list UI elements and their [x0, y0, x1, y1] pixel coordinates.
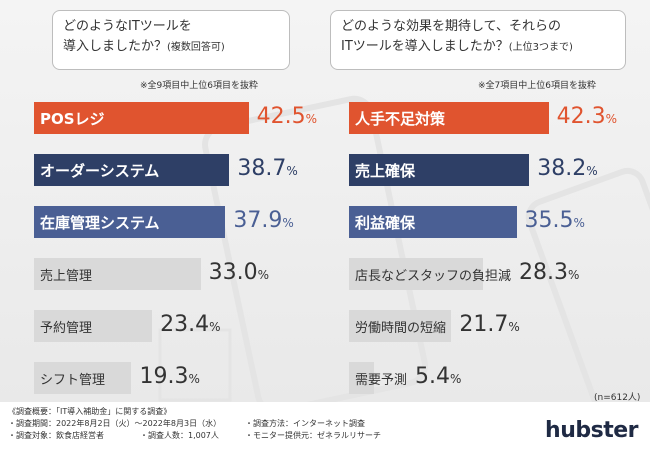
footer-overview: 《調査概要：「IT導入補助金」に関する調査》	[8, 407, 172, 416]
footer-provider: ・モニター提供元：ゼネラルリサーチ	[245, 431, 381, 440]
value-label: 28.3%	[519, 260, 579, 285]
value-number: 23.4	[160, 312, 210, 337]
value-unit: %	[586, 164, 598, 178]
bar-label: シフト管理	[40, 372, 106, 388]
value-label: 23.4%	[160, 312, 220, 337]
bar-right-5: 需要予測	[349, 362, 407, 394]
bar-label: 店長などスタッフの負担減	[355, 268, 512, 284]
value-number: 42.3	[556, 104, 606, 129]
value-unit: %	[282, 216, 294, 230]
right-question-qualifier: (上位3つまで)	[508, 42, 573, 53]
left-question-line1: どのようなITツールを	[63, 19, 192, 34]
bar-left-2: 在庫管理システム	[34, 206, 226, 238]
value-label: 42.3%	[557, 104, 617, 129]
value-number: 21.7	[459, 312, 509, 337]
footer-period: ・調査期間：2022年8月2日（火）～2022年8月3日（水）	[8, 419, 222, 428]
bar-label: 利益確保	[355, 213, 416, 232]
value-unit: %	[286, 164, 298, 178]
right-question-line1: どのような効果を期待して、それらの	[341, 19, 561, 34]
value-unit: %	[305, 112, 318, 126]
value-unit: %	[188, 372, 200, 386]
value-number: 37.9	[233, 208, 283, 233]
value-number: 38.2	[537, 156, 587, 181]
bar-right-2: 利益確保	[349, 206, 517, 238]
chart-panel: どのようなITツールを 導入しましたか？(複数回答可) ※全9項目中上位6項目を…	[0, 0, 650, 402]
bar-label: 人手不足対策	[355, 109, 446, 128]
value-label: 42.5%	[257, 104, 317, 129]
value-number: 35.5	[524, 208, 574, 233]
bar-left-3: 売上管理	[34, 258, 201, 290]
value-label: 37.9%	[233, 208, 293, 233]
right-question-box: どのような効果を期待して、それらの ITツールを導入しましたか？(上位3つまで)	[330, 10, 626, 70]
value-label: 5.4%	[415, 364, 461, 389]
value-unit: %	[605, 112, 618, 126]
value-number: 5.4	[415, 364, 451, 389]
value-label: 21.7%	[459, 312, 519, 337]
value-number: 42.5	[256, 104, 306, 129]
value-unit: %	[573, 216, 585, 230]
value-label: 35.5%	[525, 208, 585, 233]
right-note: ※全7項目中上位6項目を抜粋	[478, 81, 596, 91]
bar-label: 在庫管理システム	[40, 213, 160, 232]
left-question-box: どのようなITツールを 導入しましたか？(複数回答可)	[52, 10, 290, 70]
footer-target: ・調査対象：飲食店経営者	[8, 431, 104, 440]
bar-left-4: 予約管理	[34, 310, 153, 342]
value-unit: %	[508, 320, 520, 334]
bar-right-3: 店長などスタッフの負担減	[349, 258, 511, 290]
bar-label: POSレジ	[40, 109, 105, 128]
value-label: 33.0%	[209, 260, 269, 285]
footer-count: ・調査人数：1,007人	[140, 431, 219, 440]
value-number: 38.7	[237, 156, 287, 181]
bar-label: 売上管理	[40, 268, 93, 284]
bar-left-1: オーダーシステム	[34, 154, 230, 186]
bar-label: 予約管理	[40, 320, 93, 336]
value-unit: %	[568, 268, 580, 282]
bar-label: 売上確保	[355, 161, 416, 180]
value-number: 33.0	[208, 260, 258, 285]
left-question-line2: 導入しましたか？(複数回答可)	[63, 39, 225, 54]
sample-size-note: (n=612人)	[594, 393, 641, 402]
bar-right-4: 労働時間の短縮	[349, 310, 452, 342]
bar-right-0: 人手不足対策	[349, 102, 549, 134]
value-number: 19.3	[139, 364, 189, 389]
value-unit: %	[209, 320, 221, 334]
footer-method: ・調査方法：インターネット調査	[245, 419, 365, 428]
footer: 《調査概要：「IT導入補助金」に関する調査》 ・調査期間：2022年8月2日（火…	[0, 402, 650, 450]
value-unit: %	[450, 372, 462, 386]
hubster-logo: hubster	[545, 418, 638, 443]
value-label: 38.2%	[537, 156, 597, 181]
bar-label: オーダーシステム	[40, 161, 160, 180]
value-label: 19.3%	[139, 364, 199, 389]
bar-left-5: シフト管理	[34, 362, 132, 394]
right-question-line2: ITツールを導入しましたか？(上位3つまで)	[341, 39, 573, 54]
bar-label: 需要予測	[355, 372, 408, 388]
value-unit: %	[257, 268, 270, 282]
value-label: 38.7%	[237, 156, 297, 181]
bar-left-0: POSレジ	[34, 102, 249, 134]
value-number: 28.3	[519, 260, 568, 285]
left-note: ※全9項目中上位6項目を抜粋	[140, 81, 258, 91]
left-question-qualifier: (複数回答可)	[167, 42, 225, 53]
bar-right-1: 売上確保	[349, 154, 530, 186]
bar-label: 労働時間の短縮	[355, 320, 447, 336]
